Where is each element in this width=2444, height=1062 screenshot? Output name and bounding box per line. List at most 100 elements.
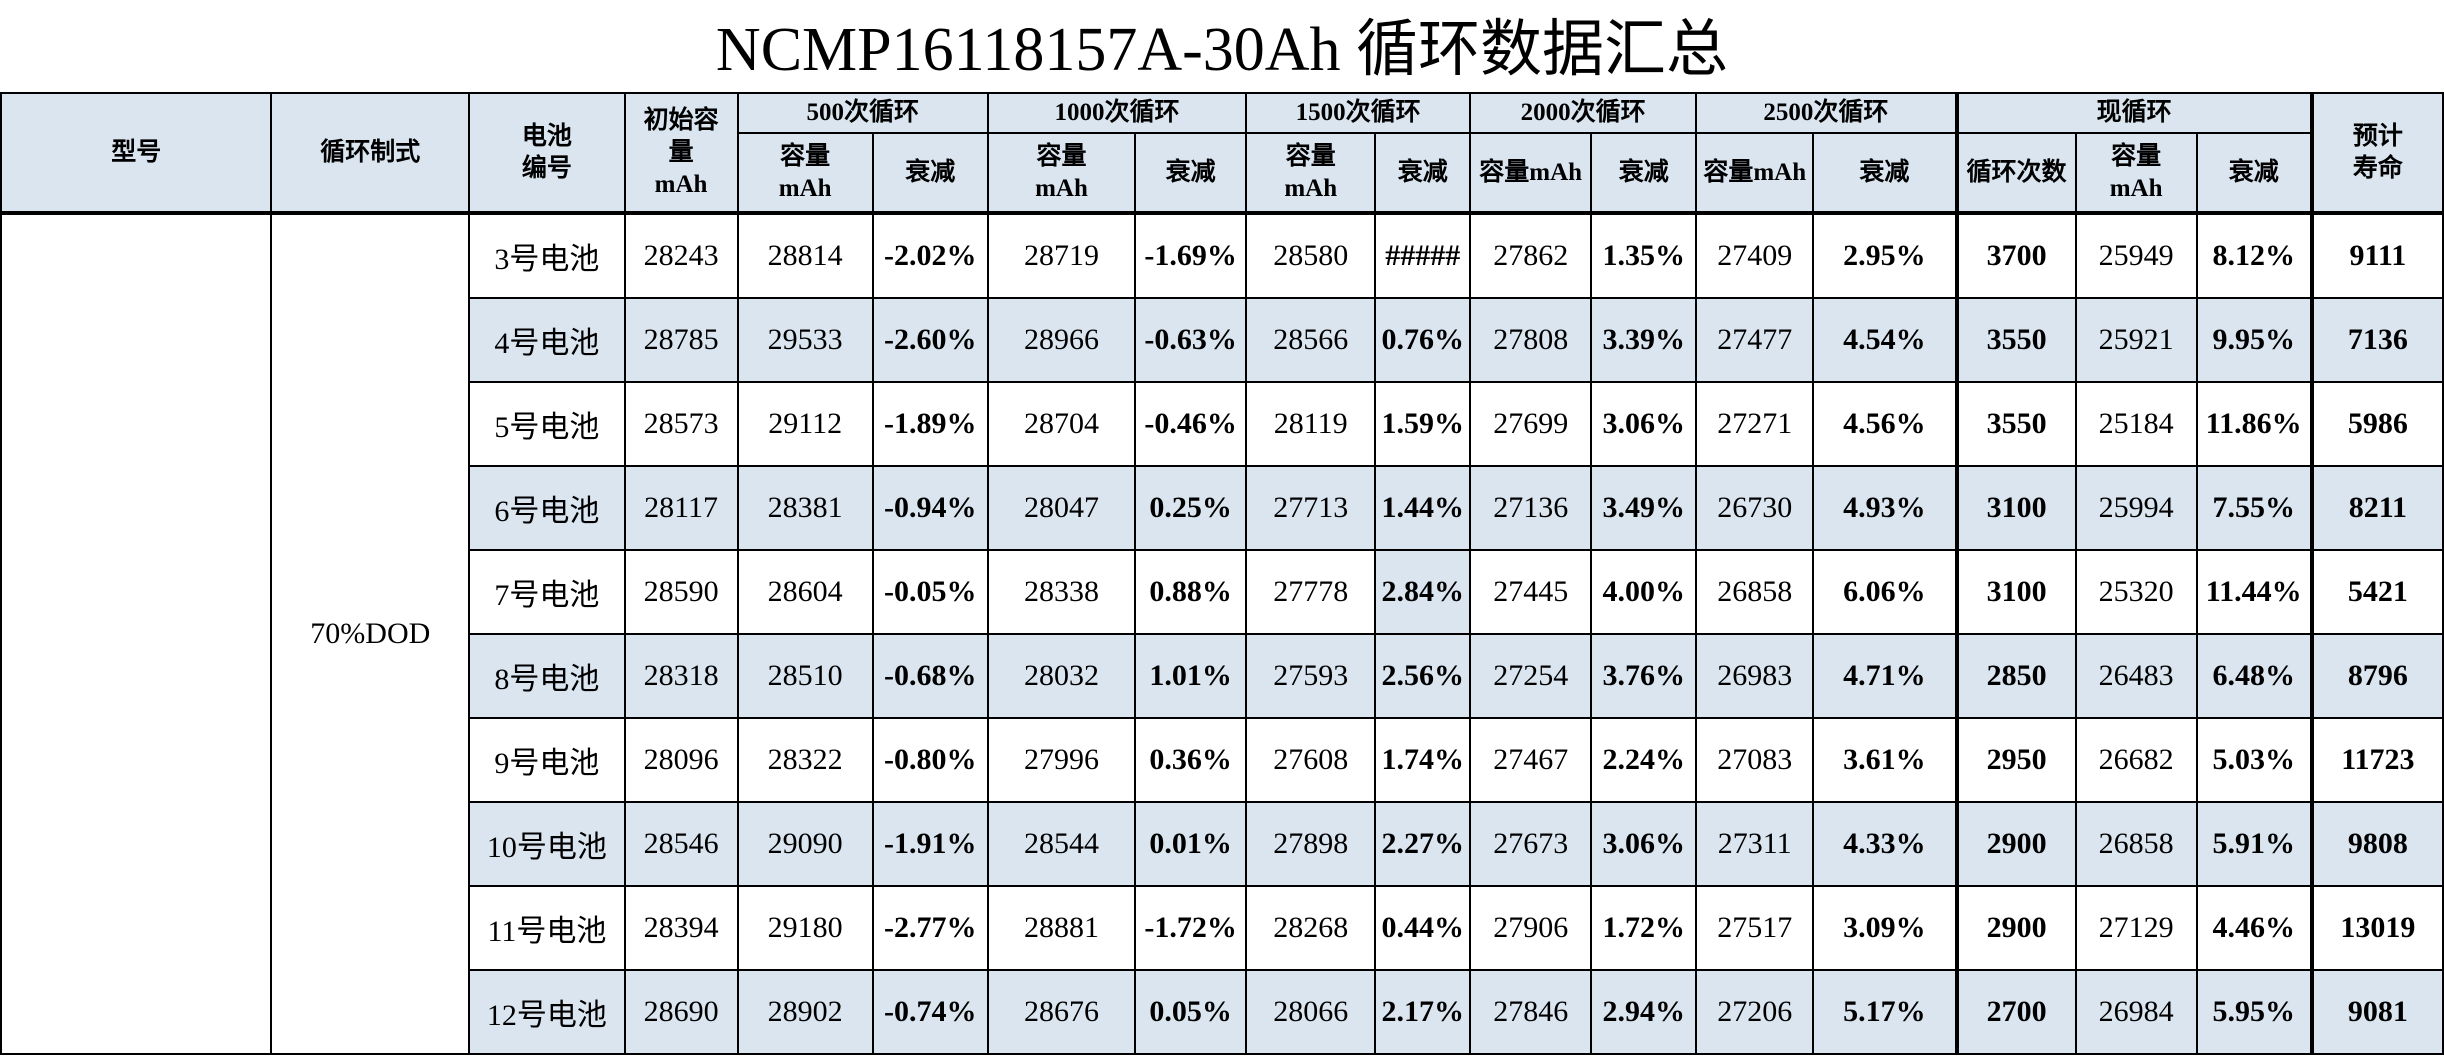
capacity-2000: 27445 [1470,550,1591,634]
cell-no: 12号电池 [469,970,624,1054]
cycle-data-table: 型号 循环制式 电池 编号 初始容 量 mAh 500次循环 1000次循环 1… [0,92,2444,1055]
capacity-1000: 28676 [988,970,1135,1054]
header-capacity-500: 容量 mAh [738,133,873,213]
capacity-1500: 27898 [1246,802,1375,886]
decay-2500: 5.17% [1813,970,1956,1054]
header-initial-capacity: 初始容 量 mAh [625,93,738,213]
header-capacity-1500: 容量 mAh [1246,133,1375,213]
header-cycle-count: 循环次数 [1957,133,2076,213]
decay-1500: 0.44% [1375,886,1470,970]
decay-1500: 1.74% [1375,718,1470,802]
initial-capacity: 28394 [625,886,738,970]
cycle-count: 2950 [1957,718,2076,802]
decay-current: 5.95% [2197,970,2312,1054]
expected-life: 11723 [2312,718,2443,802]
capacity-2500: 27409 [1696,213,1813,298]
capacity-current: 25949 [2076,213,2197,298]
cycle-count: 2850 [1957,634,2076,718]
capacity-current: 25320 [2076,550,2197,634]
decay-500: -1.89% [873,382,988,466]
capacity-2000: 27846 [1470,970,1591,1054]
decay-1000: 1.01% [1135,634,1246,718]
capacity-1000: 28704 [988,382,1135,466]
header-capacity-2500: 容量mAh [1696,133,1813,213]
expected-life: 8796 [2312,634,2443,718]
decay-1500: 2.56% [1375,634,1470,718]
capacity-500: 28322 [738,718,873,802]
decay-1000: 0.36% [1135,718,1246,802]
capacity-1000: 28544 [988,802,1135,886]
decay-2000: 2.94% [1591,970,1696,1054]
header-decay-2500: 衰减 [1813,133,1956,213]
capacity-500: 29180 [738,886,873,970]
capacity-1000: 28966 [988,298,1135,382]
decay-500: -0.80% [873,718,988,802]
decay-current: 11.44% [2197,550,2312,634]
capacity-2500: 26858 [1696,550,1813,634]
expected-life: 9081 [2312,970,2443,1054]
capacity-500: 28381 [738,466,873,550]
cycle-count: 3550 [1957,382,2076,466]
decay-current: 8.12% [2197,213,2312,298]
initial-capacity: 28117 [625,466,738,550]
decay-current: 11.86% [2197,382,2312,466]
initial-capacity: 28546 [625,802,738,886]
capacity-2500: 26730 [1696,466,1813,550]
decay-500: -0.94% [873,466,988,550]
capacity-1000: 28032 [988,634,1135,718]
capacity-2000: 27254 [1470,634,1591,718]
capacity-current: 25921 [2076,298,2197,382]
header-group-2500: 2500次循环 [1696,93,1956,133]
header-decay-current: 衰减 [2197,133,2312,213]
capacity-500: 28604 [738,550,873,634]
decay-2000: 3.06% [1591,802,1696,886]
header-decay-500: 衰减 [873,133,988,213]
capacity-2500: 27271 [1696,382,1813,466]
cell-no: 9号电池 [469,718,624,802]
capacity-current: 26984 [2076,970,2197,1054]
decay-2000: 1.35% [1591,213,1696,298]
capacity-1500: 28566 [1246,298,1375,382]
capacity-1500: 27778 [1246,550,1375,634]
cycle-count: 2900 [1957,886,2076,970]
decay-1500: 2.84% [1375,550,1470,634]
decay-1500: 0.76% [1375,298,1470,382]
decay-current: 6.48% [2197,634,2312,718]
header-group-current: 现循环 [1957,93,2312,133]
capacity-1000: 28338 [988,550,1135,634]
capacity-1500: 27593 [1246,634,1375,718]
capacity-500: 29090 [738,802,873,886]
capacity-2500: 27083 [1696,718,1813,802]
expected-life: 9808 [2312,802,2443,886]
decay-1500: 2.17% [1375,970,1470,1054]
header-decay-1500: 衰减 [1375,133,1470,213]
capacity-1500: 28580 [1246,213,1375,298]
decay-2500: 4.54% [1813,298,1956,382]
decay-500: -2.60% [873,298,988,382]
capacity-500: 28902 [738,970,873,1054]
cycle-mode-cell: 70%DOD [271,213,469,1054]
cycle-count: 3100 [1957,466,2076,550]
decay-current: 5.91% [2197,802,2312,886]
decay-1000: -1.69% [1135,213,1246,298]
cycle-count: 2700 [1957,970,2076,1054]
cycle-count: 2900 [1957,802,2076,886]
table-body: 70%DOD 3号电池 28243 28814 -2.02% 28719 -1.69% 285… [1,213,2443,1054]
cell-no: 3号电池 [469,213,624,298]
capacity-2000: 27467 [1470,718,1591,802]
capacity-1000: 28047 [988,466,1135,550]
initial-capacity: 28243 [625,213,738,298]
header-group-2000: 2000次循环 [1470,93,1696,133]
capacity-500: 29112 [738,382,873,466]
cycle-count: 3700 [1957,213,2076,298]
decay-current: 4.46% [2197,886,2312,970]
capacity-2000: 27699 [1470,382,1591,466]
cell-no: 10号电池 [469,802,624,886]
decay-500: -0.68% [873,634,988,718]
page-title: NCMP16118157A-30Ah 循环数据汇总 [0,0,2444,92]
decay-current: 9.95% [2197,298,2312,382]
capacity-1500: 28268 [1246,886,1375,970]
expected-life: 5421 [2312,550,2443,634]
cell-no: 7号电池 [469,550,624,634]
model-cell [1,213,271,1054]
